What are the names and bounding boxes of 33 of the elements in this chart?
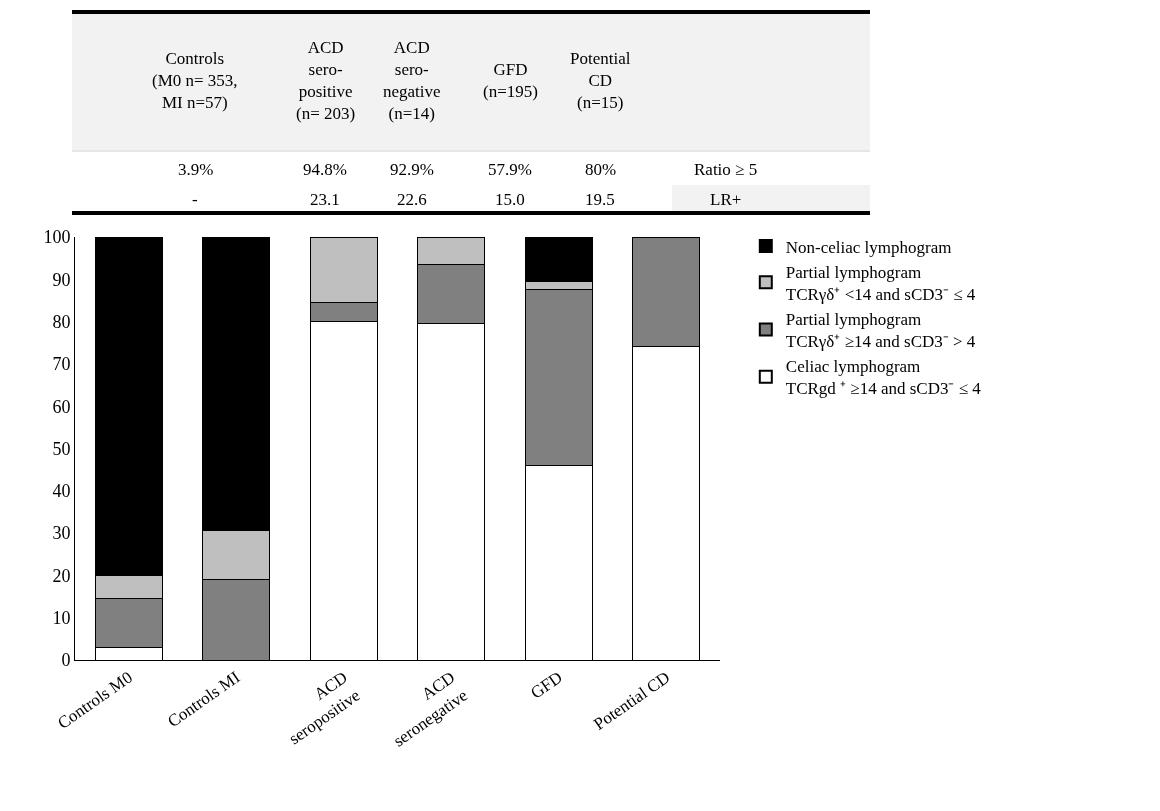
text: 57.9% [488,160,532,179]
legend-label: Partial lymphogram TCRγδ⁺ <14 and sCD3⁻ ≤ 4 [785,262,976,304]
legend-label: Partial lymphogram TCRγδ⁺ ≥14 and sCD3⁻ > 4 [785,310,976,352]
text: ACD sero- negative (n=14) [383,38,441,124]
text: 92.9% [390,160,434,179]
text: Ratio ≥ 5 [694,160,758,179]
y-tick-label: 80 [52,311,71,332]
text: 23.1 [310,190,340,209]
text: - [192,190,198,209]
y-tick-label: 20 [52,565,71,586]
y-tick-label: 70 [52,354,71,375]
y-tick-label: 60 [52,396,71,417]
text: 22.6 [397,190,427,209]
text: 3.9% [178,160,214,179]
text: Potential CD (n=15) [570,49,631,113]
x-tick-label: GFD [527,667,566,703]
y-tick-label: 40 [52,481,71,502]
legend-label: Non-celiac lymphogram [785,237,952,257]
text: 19.5 [585,190,615,209]
y-tick-label: 30 [52,523,71,544]
y-tick-label: 10 [52,608,71,628]
text: ACD sero- positive (n= 203) [296,38,356,124]
legend-label: Celiac lymphogram TCRgd ⁺ ≥14 and sCD3⁻ ≤ 4 [785,357,982,399]
text: 15.0 [495,190,525,209]
y-tick-label: 50 [52,438,71,459]
text: 94.8% [303,160,347,179]
text: LR+ [710,190,742,209]
y-tick-label: 90 [52,269,71,290]
y-tick-label: 100 [43,227,71,248]
text: GFD (n=195) [483,60,538,102]
text: Controls (M0 n= 353, MI n=57) [152,49,238,113]
y-tick-label: 0 [61,650,71,671]
text: 80% [585,160,617,179]
